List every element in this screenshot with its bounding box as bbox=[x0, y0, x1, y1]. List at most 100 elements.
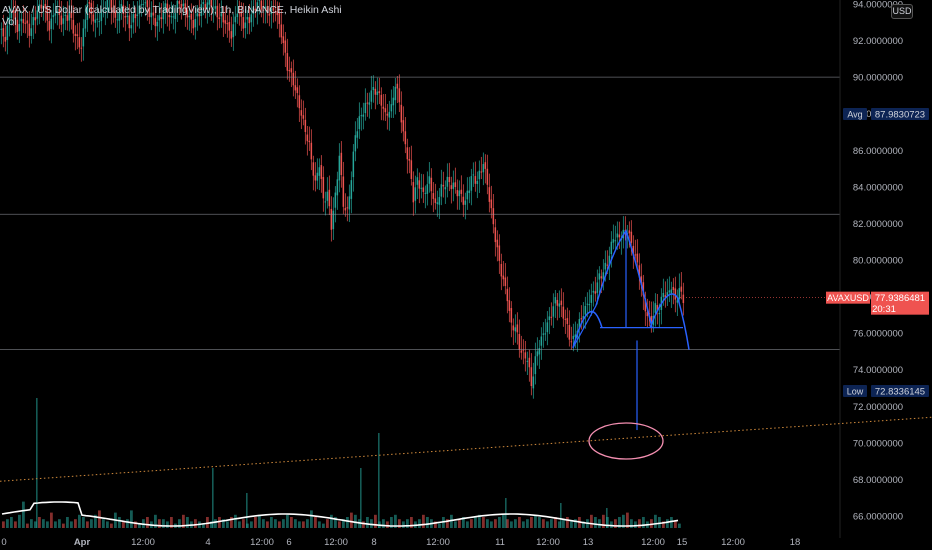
candle-body bbox=[170, 16, 173, 18]
candle-body bbox=[240, 10, 243, 17]
candle-body bbox=[232, 24, 235, 38]
candle-body bbox=[364, 102, 367, 114]
drawings-layer[interactable] bbox=[0, 76, 932, 482]
candle-body bbox=[404, 131, 407, 145]
candle-body bbox=[380, 94, 383, 106]
candle-body bbox=[640, 276, 643, 286]
last-price-symbol: AVAXUSD bbox=[827, 293, 869, 303]
candle-body bbox=[374, 88, 377, 95]
candle-body bbox=[438, 197, 441, 205]
candle-body bbox=[18, 24, 21, 32]
candle-body bbox=[612, 239, 615, 243]
volume-bar bbox=[318, 521, 321, 528]
candle-body bbox=[234, 16, 237, 23]
candle-body bbox=[594, 291, 597, 294]
candle-body bbox=[254, 8, 257, 11]
candle-body bbox=[496, 239, 499, 248]
currency-badge[interactable]: USD bbox=[891, 4, 913, 19]
candle-body bbox=[344, 207, 347, 211]
candle-body bbox=[598, 273, 601, 280]
candle-body bbox=[62, 18, 65, 24]
volume-bar bbox=[674, 521, 677, 528]
time-scale[interactable]: 0 Apr 12:00 4 12:00 6 12:00 8 12:00 11 12:00 13 12:0… bbox=[1, 537, 800, 548]
candle-body bbox=[334, 192, 337, 208]
volume-bar bbox=[246, 493, 248, 528]
candle-body bbox=[322, 177, 325, 199]
candle-body bbox=[458, 190, 461, 197]
candle-body bbox=[312, 162, 315, 176]
candle-body bbox=[530, 367, 533, 386]
volume-bar bbox=[534, 514, 537, 528]
volume-bar bbox=[194, 519, 197, 528]
low-price-tag-name: Low bbox=[847, 387, 864, 397]
price-tick-label: 76.0000000 bbox=[853, 329, 903, 340]
bar-countdown: 20:31 bbox=[872, 304, 896, 315]
price-tick-label: 94.0000000 bbox=[853, 0, 903, 11]
symbol-legend-text: AVAX / US Dollar (calculated by TradingV… bbox=[2, 4, 342, 16]
candle-body bbox=[258, 0, 261, 2]
candle-body bbox=[72, 19, 75, 34]
candle-body bbox=[78, 37, 81, 48]
candle-body bbox=[586, 303, 589, 305]
candle-body bbox=[84, 19, 87, 29]
candle-body bbox=[0, 28, 3, 30]
volume-legend-text: Vol bbox=[2, 16, 17, 28]
price-tick-label: 72.0000000 bbox=[853, 402, 903, 413]
volume-bar bbox=[134, 521, 137, 528]
candle-body bbox=[88, 2, 91, 4]
volume-bar bbox=[270, 517, 273, 528]
volume-bar bbox=[598, 519, 601, 528]
candle-body bbox=[492, 208, 495, 225]
volume-bar bbox=[330, 514, 333, 528]
volume-bar bbox=[118, 517, 121, 528]
volume-bar bbox=[514, 519, 517, 528]
candle-body bbox=[356, 131, 359, 138]
time-tick-label: 0 bbox=[1, 537, 6, 548]
candle-body bbox=[536, 351, 539, 357]
candle-body bbox=[410, 160, 413, 179]
volume-bar bbox=[154, 514, 157, 528]
candle-body bbox=[12, 10, 15, 13]
candle-body bbox=[470, 176, 473, 191]
volume-bar bbox=[402, 521, 405, 528]
volume-bar bbox=[486, 519, 489, 528]
candle-body bbox=[362, 114, 365, 117]
price-scale[interactable]: 94.000000092.000000090.000000088.0000000… bbox=[853, 0, 903, 523]
volume-bar bbox=[34, 521, 37, 528]
candle-body bbox=[52, 15, 55, 18]
candle-body bbox=[2, 28, 5, 37]
candle-body bbox=[680, 286, 683, 292]
volume-bar bbox=[662, 521, 665, 528]
volume-bar bbox=[258, 514, 261, 528]
candle-body bbox=[278, 13, 281, 24]
volume-bar bbox=[366, 517, 369, 528]
candle-body bbox=[528, 357, 531, 368]
candle-body bbox=[524, 352, 527, 359]
candle-body bbox=[216, 5, 219, 18]
candle-body bbox=[372, 86, 375, 91]
candle-body bbox=[378, 91, 381, 94]
volume-bar bbox=[98, 510, 101, 528]
candle-body bbox=[328, 189, 331, 207]
volume-bar bbox=[94, 514, 97, 528]
candle-body bbox=[540, 336, 543, 346]
candle-body bbox=[672, 286, 675, 290]
volume-bar bbox=[562, 519, 565, 528]
volume-bar bbox=[350, 512, 353, 528]
volume-bar bbox=[506, 519, 509, 528]
candle-body bbox=[644, 298, 647, 312]
volume-bar bbox=[290, 517, 293, 528]
candle-body bbox=[512, 325, 515, 331]
volume-bar bbox=[298, 521, 301, 528]
volume-bar bbox=[82, 517, 85, 528]
volume-bar bbox=[406, 519, 409, 528]
candle-body bbox=[534, 356, 537, 375]
candle-body bbox=[122, 5, 125, 14]
volume-bar bbox=[346, 517, 349, 528]
candle-body bbox=[546, 322, 549, 333]
candle-body bbox=[426, 184, 429, 194]
candle-body bbox=[206, 2, 209, 10]
volume-bar bbox=[326, 519, 329, 528]
volume-bar bbox=[254, 517, 257, 528]
